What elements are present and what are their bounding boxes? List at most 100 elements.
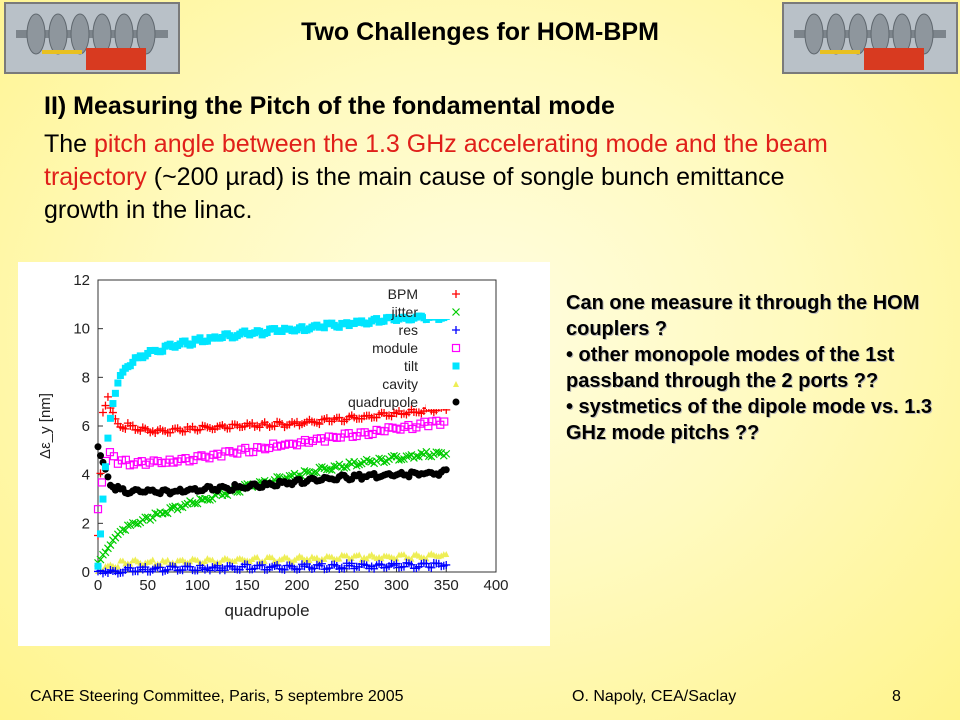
data-point-cavity [356,551,363,558]
data-point-res [213,561,222,570]
legend-marker-jitter [452,308,460,316]
data-point-res [258,560,267,569]
data-point-jitter [424,452,433,461]
data-point-cavity [408,555,415,562]
cavity-photo-left [4,2,180,74]
data-point-jitter [325,465,334,474]
x-tick-label: 100 [185,577,210,594]
data-point-module [440,417,449,426]
footer-event: CARE Steering Committee, Paris, 5 septem… [30,688,404,705]
data-point-tilt [256,327,264,335]
data-point-quadrupole [94,443,102,451]
legend-label-cavity: cavity [382,376,418,392]
data-point-cavity [216,559,223,566]
data-point-jitter [111,533,120,542]
legend-label-res: res [399,322,418,338]
x-tick-label: 250 [334,577,359,594]
y-tick-label: 0 [82,564,90,581]
side-bullet-2: • systmetics of the dipole mode vs. 1.3 … [566,396,933,444]
data-point-jitter [176,502,185,511]
data-point-tilt [109,400,117,408]
y-tick-label: 6 [82,418,90,435]
data-point-BPM [128,421,137,430]
data-point-cavity [209,556,216,563]
data-point-jitter [123,521,132,530]
data-point-tilt [320,324,328,332]
footer-author: O. Napoly, CEA/Saclay [572,688,737,705]
paragraph-start: The [44,130,95,158]
data-point-jitter [417,449,426,458]
data-point-cavity [313,554,320,561]
y-tick-label: 2 [82,515,90,532]
data-point-tilt [106,414,114,422]
data-point-jitter [166,504,175,512]
data-point-cavity [114,563,121,570]
data-point-cavity [336,555,343,562]
data-point-cavity [246,558,253,565]
data-point-cavity [269,554,276,561]
data-point-res [193,566,202,575]
paragraph-highlight: pitch angle between the 1.3 GHz accelera… [44,130,828,191]
x-tick-label: 150 [235,577,260,594]
data-point-jitter [350,457,359,466]
data-point-cavity [284,554,291,561]
data-point-jitter [148,513,157,522]
data-point-cavity [400,551,407,558]
data-point-BPM [96,469,105,478]
data-point-cavity [219,556,226,563]
data-point-jitter [163,509,172,518]
data-point-tilt [335,323,343,331]
x-tick-label: 0 [94,577,102,594]
data-point-jitter [101,548,110,557]
data-point-jitter [377,455,386,463]
data-point-BPM [225,424,234,433]
paragraph-end: (~200 µrad) is the main cause of songle … [44,163,785,224]
data-point-jitter [434,448,443,457]
data-point-cavity [147,558,154,565]
legend-marker-module [451,343,461,353]
body-paragraph: The pitch angle between the 1.3 GHz acce… [44,128,864,227]
legend-label-BPM: BPM [388,286,418,302]
data-point-jitter [193,499,202,508]
data-point-res [133,567,142,576]
data-point-BPM [98,408,107,417]
data-point-cavity [443,551,450,558]
data-point-jitter [380,458,388,467]
chart-svg: 0 50 100 150 200 250 300 350 400 0 2 4 6 8 10 12 quadrup… [37,272,509,620]
data-point-jitter [342,463,351,471]
data-point-cavity [249,556,256,563]
data-point-module [97,478,107,487]
data-point-tilt [129,358,137,366]
data-point-jitter [285,471,294,480]
data-point-cavity [289,558,296,565]
data-point-tilt [373,315,381,323]
data-point-tilt [94,562,102,570]
x-tick-label: 350 [434,577,459,594]
data-point-res [340,564,349,573]
data-point-res [220,566,229,575]
data-point-tilt [196,334,204,342]
data-point-jitter [181,500,189,509]
cavity-photo-right [782,2,958,74]
data-point-res [156,563,165,572]
data-point-cavity [254,553,261,560]
data-point-res [392,559,401,568]
x-tick-label: 400 [483,577,508,594]
data-point-cavity [306,557,313,564]
data-point-res [347,559,356,568]
data-point-BPM [181,427,190,436]
data-point-cavity [298,553,305,560]
data-point-cavity [294,554,300,561]
legend-marker-cavity [453,381,459,387]
data-point-jitter [141,513,150,522]
data-point-res [295,564,304,573]
data-point-quadrupole [104,473,112,481]
data-point-cavity [127,560,134,567]
data-point-BPM [103,392,112,401]
data-point-jitter [402,452,411,461]
x-tick-label: 200 [284,577,309,594]
legend-marker-tilt [452,362,460,370]
data-point-BPM [101,401,110,410]
x-tick-label: 300 [384,577,409,594]
data-point-cavity [119,557,126,564]
